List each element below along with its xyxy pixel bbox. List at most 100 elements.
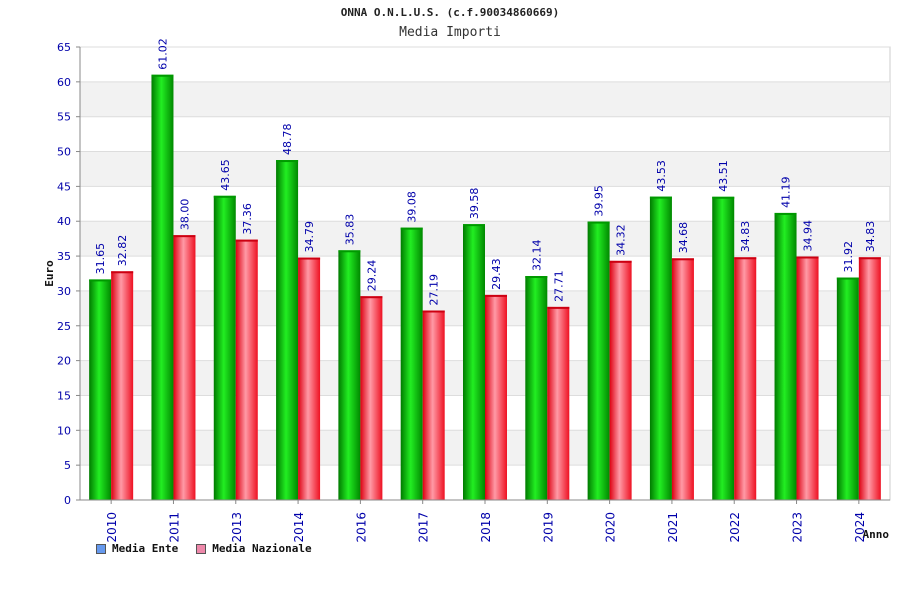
bar	[360, 296, 383, 500]
bar	[422, 310, 445, 500]
x-tick-label: 2022	[728, 512, 742, 543]
bar-cap	[734, 257, 757, 260]
bar-cap	[298, 257, 321, 260]
data-label: 43.65	[219, 159, 232, 191]
data-label: 34.83	[864, 221, 877, 253]
data-label: 34.94	[802, 220, 815, 252]
x-tick-label: 2023	[791, 512, 805, 543]
bar-cap	[360, 296, 383, 299]
bar	[649, 196, 672, 500]
data-label: 39.08	[406, 191, 419, 223]
bar	[173, 235, 196, 500]
bar-cap	[276, 160, 299, 163]
bar-cap	[485, 294, 507, 297]
chart-title: ONNA O.N.L.U.S. (c.f.90034860669)	[340, 6, 560, 19]
data-label: 34.79	[303, 221, 316, 253]
data-label: 27.19	[428, 274, 441, 306]
bar-cap	[463, 224, 485, 227]
y-tick-label: 55	[57, 111, 71, 124]
chart-legend: Media Ente Media Nazionale	[96, 542, 312, 555]
y-tick-label: 10	[57, 424, 71, 437]
bar-cap	[400, 227, 423, 230]
legend-label-media-nazionale: Media Nazionale	[212, 542, 312, 555]
data-label: 35.83	[343, 214, 356, 246]
x-tick-label: 2017	[417, 512, 431, 543]
grid-band	[80, 151, 890, 187]
x-tick-label: 2016	[354, 512, 368, 543]
bar	[609, 260, 632, 500]
bar-cap	[213, 195, 236, 198]
bar	[796, 256, 819, 500]
x-tick-label: 2019	[541, 512, 555, 543]
bar-cap	[796, 256, 819, 259]
bar	[298, 257, 321, 500]
data-label: 61.02	[156, 38, 169, 70]
data-label: 34.68	[677, 222, 690, 254]
y-tick-label: 0	[64, 494, 71, 507]
data-label: 31.65	[94, 243, 107, 275]
bar-cap	[525, 276, 548, 279]
legend-swatch-media-nazionale	[196, 543, 207, 554]
bar-cap	[671, 258, 694, 261]
bar	[338, 250, 361, 500]
legend-item-media-ente: Media Ente	[96, 542, 178, 555]
bar	[671, 258, 694, 500]
bar	[858, 257, 881, 500]
y-axis-title: Euro	[43, 260, 56, 287]
bar	[213, 195, 236, 500]
y-tick-label: 30	[57, 285, 71, 298]
bar	[547, 306, 570, 500]
data-label: 39.58	[468, 188, 481, 220]
x-tick-label: 2013	[230, 512, 244, 543]
bar-cap	[173, 235, 196, 238]
data-label: 43.53	[655, 160, 668, 192]
y-tick-label: 50	[57, 146, 71, 159]
legend-swatch-media-ente	[96, 543, 106, 554]
bar-cap	[422, 310, 445, 313]
bar	[235, 239, 258, 501]
bar	[587, 221, 610, 500]
bar-cap	[338, 250, 361, 253]
y-tick-label: 65	[57, 41, 71, 54]
bar-cap	[235, 239, 258, 242]
bar-cap	[111, 271, 134, 274]
bar	[400, 227, 423, 500]
data-label: 34.83	[739, 221, 752, 253]
bar	[463, 224, 485, 501]
bar-cap	[858, 257, 881, 260]
y-tick-label: 40	[57, 215, 71, 228]
data-label: 38.00	[178, 199, 191, 231]
bar	[111, 271, 134, 500]
bar	[836, 277, 859, 500]
bar-cap	[609, 260, 632, 263]
x-axis-title: Anno	[863, 528, 890, 541]
data-label: 27.71	[552, 270, 565, 302]
data-label: 32.82	[116, 235, 129, 267]
legend-label-media-ente: Media Ente	[112, 542, 179, 555]
y-tick-label: 15	[57, 389, 71, 402]
y-tick-label: 45	[57, 180, 71, 193]
y-tick-label: 5	[64, 459, 71, 472]
data-label: 29.24	[365, 260, 378, 292]
bar	[734, 257, 757, 500]
x-tick-label: 2014	[292, 512, 306, 543]
data-label: 37.36	[241, 203, 254, 235]
grid-band	[80, 81, 890, 117]
data-label: 41.19	[780, 176, 793, 208]
x-tick-label: 2018	[479, 512, 493, 543]
data-label: 34.32	[615, 224, 628, 256]
x-tick-label: 2011	[167, 512, 181, 543]
bar	[485, 294, 507, 500]
bar-cap	[151, 74, 174, 77]
bar-cap	[649, 196, 672, 199]
bar-cap	[712, 196, 735, 199]
data-label: 31.92	[842, 241, 855, 273]
data-label: 32.14	[530, 240, 543, 272]
bar-cap	[587, 221, 610, 224]
bar	[89, 279, 112, 500]
bar	[525, 276, 548, 500]
bar-cap	[836, 277, 859, 280]
bar-cap	[89, 279, 112, 282]
data-label: 29.43	[490, 258, 503, 290]
y-tick-label: 60	[57, 76, 71, 89]
